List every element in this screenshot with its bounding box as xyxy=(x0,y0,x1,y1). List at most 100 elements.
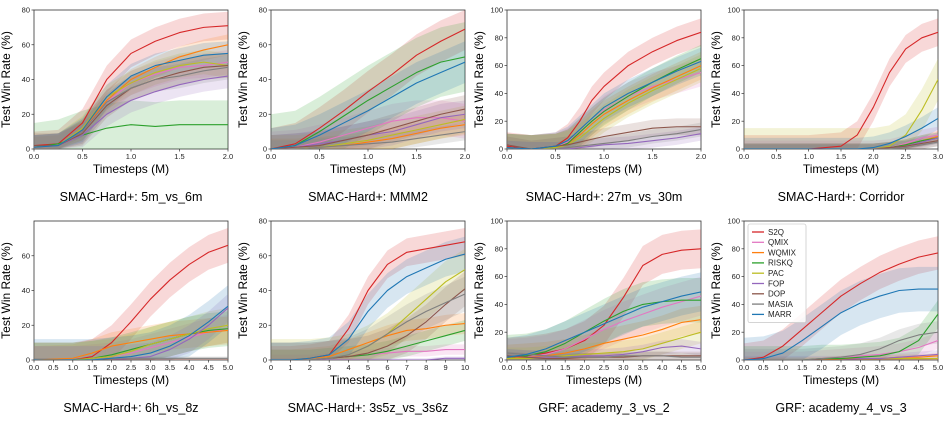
x-tick-label: 2.5 xyxy=(900,152,910,161)
y-axis-label: Test Win Rate (%) xyxy=(709,242,723,339)
y-tick-label: 40 xyxy=(22,75,30,84)
x-tick-label: 1.0 xyxy=(777,363,787,372)
x-tick-label: 2.0 xyxy=(579,363,589,372)
x-axis-label: Timesteps (M) xyxy=(566,162,642,176)
panel-title: SMAC-Hard+: 3s5z_vs_3s6z xyxy=(287,401,448,415)
x-tick-label: 1.5 xyxy=(411,152,421,161)
x-tick-label: 1.0 xyxy=(126,152,136,161)
legend-label-pac: PAC xyxy=(768,269,784,278)
y-tick-label: 0 xyxy=(735,145,739,154)
series-line-marr xyxy=(507,291,701,358)
x-tick-label: 4.5 xyxy=(913,363,923,372)
x-tick-label: 0.0 xyxy=(502,363,512,372)
band-marr xyxy=(270,41,465,149)
band-marr xyxy=(270,236,465,360)
band-qmix xyxy=(507,58,701,149)
legend-label-wqmix: WQMIX xyxy=(768,248,797,257)
x-tick-label: 3.0 xyxy=(855,363,865,372)
series-line-marr xyxy=(34,52,228,148)
series-line-pac xyxy=(34,324,228,360)
band-masia xyxy=(507,122,701,149)
y-axis-label: Test Win Rate (%) xyxy=(472,242,486,339)
y-tick-label: 100 xyxy=(490,217,503,226)
x-tick-label: 0.0 xyxy=(738,363,748,372)
band-s2q xyxy=(743,236,938,360)
series-line-riskq xyxy=(270,56,465,149)
x-tick-label: 5.0 xyxy=(223,363,233,372)
band-dop xyxy=(34,53,228,149)
y-tick-label: 20 xyxy=(22,110,30,119)
band-riskq xyxy=(743,132,938,149)
band-dop xyxy=(507,118,701,149)
x-tick-label: 4.0 xyxy=(184,363,194,372)
series-group xyxy=(34,11,228,149)
series-line-riskq xyxy=(743,137,938,149)
series-line-marr xyxy=(743,117,938,149)
x-tick-label: 1.5 xyxy=(560,363,570,372)
y-tick-label: 20 xyxy=(731,328,739,337)
y-tick-label: 20 xyxy=(495,117,503,126)
x-axis-label: Timesteps (M) xyxy=(802,162,878,176)
series-line-s2q xyxy=(743,252,938,360)
series-line-pac xyxy=(743,79,938,149)
x-tick-label: 3.5 xyxy=(638,363,648,372)
x-tick-label: 0.5 xyxy=(314,152,324,161)
band-pac xyxy=(270,248,465,360)
y-axis-label: Test Win Rate (%) xyxy=(472,31,486,128)
band-riskq xyxy=(270,22,465,149)
band-wqmix xyxy=(34,316,228,360)
x-tick-label: 5.0 xyxy=(932,363,942,372)
y-tick-label: 0 xyxy=(499,356,503,365)
x-tick-label: 0.5 xyxy=(771,152,781,161)
series-group xyxy=(270,10,465,149)
y-tick-label: 60 xyxy=(258,251,266,260)
x-axis-label: Timesteps (M) xyxy=(802,373,878,387)
band-pac xyxy=(507,54,701,149)
series-line-fop xyxy=(507,345,701,358)
x-tick-label: 3 xyxy=(327,363,331,372)
chart-panel-4: 0.0 0.5 1.0 1.5 2.0 2.5 3.0 0 20 40 60 80 100 Timeste… xyxy=(709,0,946,211)
x-axis-label: Timesteps (M) xyxy=(93,162,169,176)
x-tick-label: 1.5 xyxy=(87,363,97,372)
series-line-qmix xyxy=(743,134,938,149)
y-tick-label: 100 xyxy=(727,6,740,15)
series-line-riskq xyxy=(743,313,938,360)
series-line-masia xyxy=(507,128,701,149)
series-group xyxy=(743,236,938,360)
band-qmix xyxy=(34,49,228,149)
y-tick-label: 80 xyxy=(731,244,739,253)
x-tick-label: 0.5 xyxy=(48,363,58,372)
series-line-dop xyxy=(270,108,465,149)
series-line-s2q xyxy=(507,248,701,358)
x-tick-label: 1.5 xyxy=(835,152,845,161)
y-tick-label: 20 xyxy=(258,110,266,119)
series-group xyxy=(34,227,228,360)
panel-title: SMAC-Hard+: Corridor xyxy=(777,190,904,204)
x-tick-label: 10 xyxy=(460,363,468,372)
x-tick-label: 0.5 xyxy=(550,152,560,161)
series-line-pac xyxy=(507,67,701,149)
y-tick-label: 0 xyxy=(262,356,266,365)
x-tick-label: 3.0 xyxy=(932,152,942,161)
band-masia xyxy=(743,321,938,360)
legend-label-fop: FOP xyxy=(768,279,784,288)
series-line-masia xyxy=(743,331,938,360)
y-axis-label: Test Win Rate (%) xyxy=(236,242,250,339)
series-line-pac xyxy=(743,358,938,360)
x-tick-label: 4 xyxy=(346,363,350,372)
series-line-fop xyxy=(507,133,701,149)
chart-svg: 0.0 0.5 1.0 1.5 2.0 0 20 40 60 80 Timesteps (M) Tes… xyxy=(0,6,233,204)
y-tick-label: 20 xyxy=(258,321,266,330)
series-line-riskq xyxy=(270,329,465,360)
chart-svg: 0.0 0.5 1.0 1.5 2.0 2.5 3.0 3.5 4.0 4.5 5.0 0 20 40 60… xyxy=(472,217,706,415)
chart-svg: 0.0 0.5 1.0 1.5 2.0 0 20 40 60 80 100 Timesteps (M)… xyxy=(472,6,706,204)
x-tick-label: 7 xyxy=(404,363,408,372)
x-tick-label: 1.0 xyxy=(541,363,551,372)
x-tick-label: 2.0 xyxy=(696,152,706,161)
chart-svg: 0.0 0.5 1.0 1.5 2.0 0 20 40 60 80 Timesteps (M) Tes… xyxy=(236,6,470,204)
y-tick-label: 80 xyxy=(495,33,503,42)
series-line-masia xyxy=(270,293,465,360)
x-axis-label: Timesteps (M) xyxy=(329,373,405,387)
y-tick-label: 0 xyxy=(499,145,503,154)
series-line-s2q xyxy=(743,31,938,149)
